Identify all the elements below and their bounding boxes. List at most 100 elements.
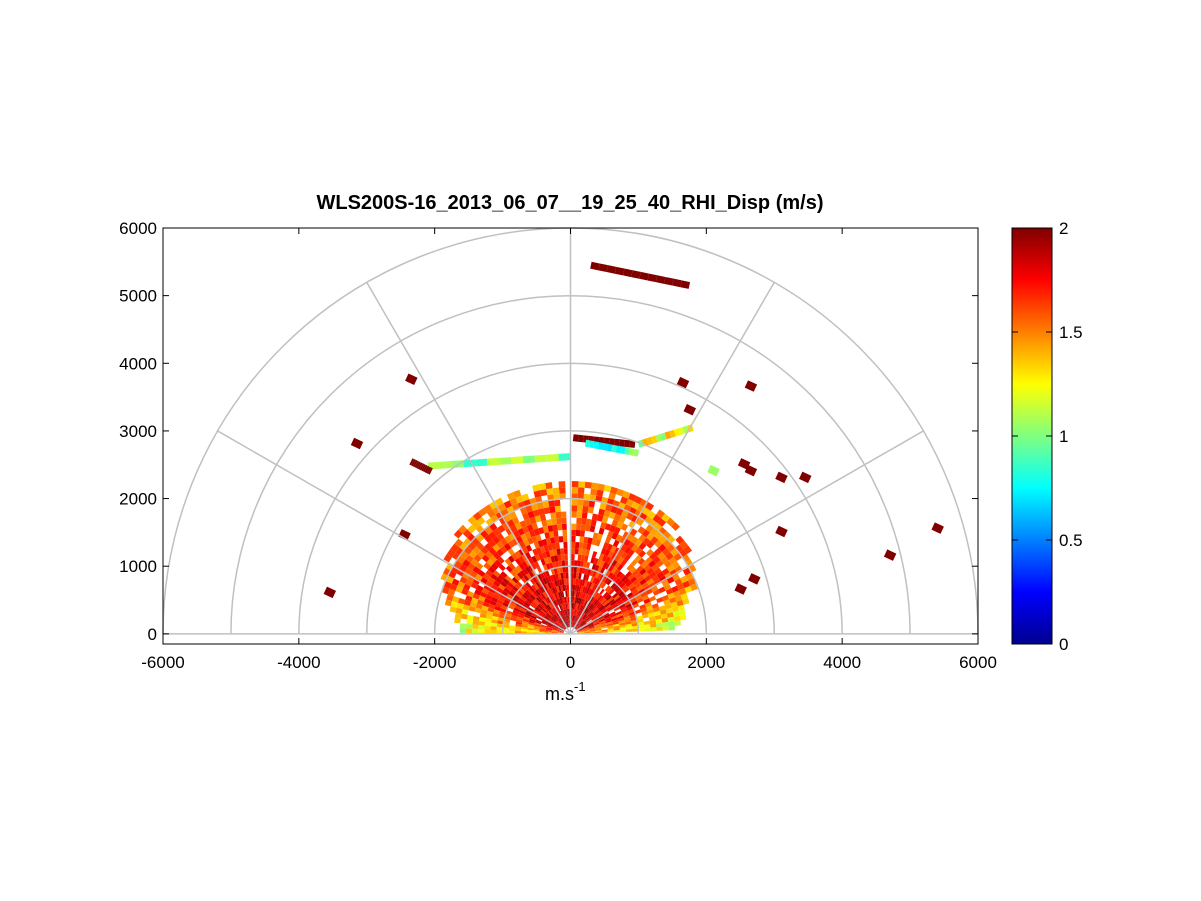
data-cell [557,523,563,531]
data-cell [508,562,516,570]
data-cell [647,608,654,614]
data-cell [612,575,619,583]
data-cell [506,492,516,501]
data-cell [587,588,592,595]
data-cell [582,586,586,593]
data-cell [486,558,494,567]
data-cell [600,582,607,589]
data-cell [542,592,548,599]
data-cell [553,567,558,575]
data-cell [495,602,503,608]
data-cell [582,499,590,507]
data-cell [490,622,498,627]
data-cell [591,513,599,521]
echo-band-segment [650,435,658,444]
data-cell [541,520,548,528]
data-cell [551,631,558,633]
data-cell [505,565,513,573]
echo-band-segment [409,458,415,466]
data-cell [661,547,671,556]
data-cell [536,616,543,621]
scatter-cell [398,529,411,541]
data-cell [496,548,504,557]
data-cell [561,597,564,604]
data-cell [585,617,591,623]
data-cell [544,615,550,621]
data-cell [522,512,530,521]
echo-band-segment [487,457,500,466]
plot-area: -6000 -4000 -2000 0 2000 4000 6000 0 1000 2000 300… [119,219,997,672]
data-cell [641,529,650,538]
data-cell [545,605,551,611]
data-cell [637,624,645,629]
data-cell [467,562,476,571]
data-cell [626,512,634,521]
data-cell [510,570,517,577]
data-cell [525,589,532,596]
data-cell [669,569,678,577]
data-cell [603,484,612,493]
data-cell [549,575,555,582]
data-cell [552,574,557,581]
data-cell [485,618,492,623]
echo-band-segment [417,462,423,470]
data-cell [609,486,618,495]
data-cell [496,533,505,541]
data-cell [546,612,553,618]
data-cell [559,597,563,605]
data-cell [578,481,586,488]
data-cell [544,606,550,612]
data-cell [551,630,558,633]
data-cell [668,625,675,631]
data-cell [646,548,654,557]
data-cell [480,546,489,555]
data-cell [613,526,621,535]
data-cell [597,572,603,580]
data-cell [606,621,613,625]
data-cell [539,628,546,631]
data-cell [516,572,524,580]
data-cell [574,609,578,616]
data-cell [645,588,653,595]
data-cell [549,506,556,514]
data-cell [659,575,667,583]
data-cell [568,608,570,615]
data-cell [507,582,515,589]
data-cell [579,579,583,586]
data-cell [558,628,565,632]
data-cell [600,547,607,555]
data-cell [587,623,594,627]
data-cell [548,603,553,609]
data-cell [538,508,545,516]
data-cell [575,616,579,623]
data-cell [602,561,609,569]
data-cell [598,618,606,623]
data-cell [642,537,651,546]
data-cell [562,566,566,573]
echo-band-segment [655,275,666,284]
data-cell [625,621,632,625]
data-cell [475,573,483,581]
data-cell [601,515,609,524]
data-cell [553,614,559,620]
data-cell [668,556,677,565]
data-cell [559,611,563,617]
data-cell [607,550,614,558]
data-cell [571,511,577,518]
data-cell [517,614,525,619]
data-cell [583,580,588,587]
colorbar-tick-label: 2 [1059,219,1068,238]
data-cell [560,554,565,561]
data-cell [583,629,590,632]
data-cell [525,599,532,606]
data-cell [674,578,683,586]
data-cell [557,591,562,599]
data-cell [554,613,560,620]
data-cell [673,615,681,622]
data-cell [494,497,504,507]
echo-band-segment [426,466,432,474]
data-cell [590,576,595,583]
data-cell [586,601,591,608]
data-cell [582,626,589,629]
data-cell [631,501,640,510]
